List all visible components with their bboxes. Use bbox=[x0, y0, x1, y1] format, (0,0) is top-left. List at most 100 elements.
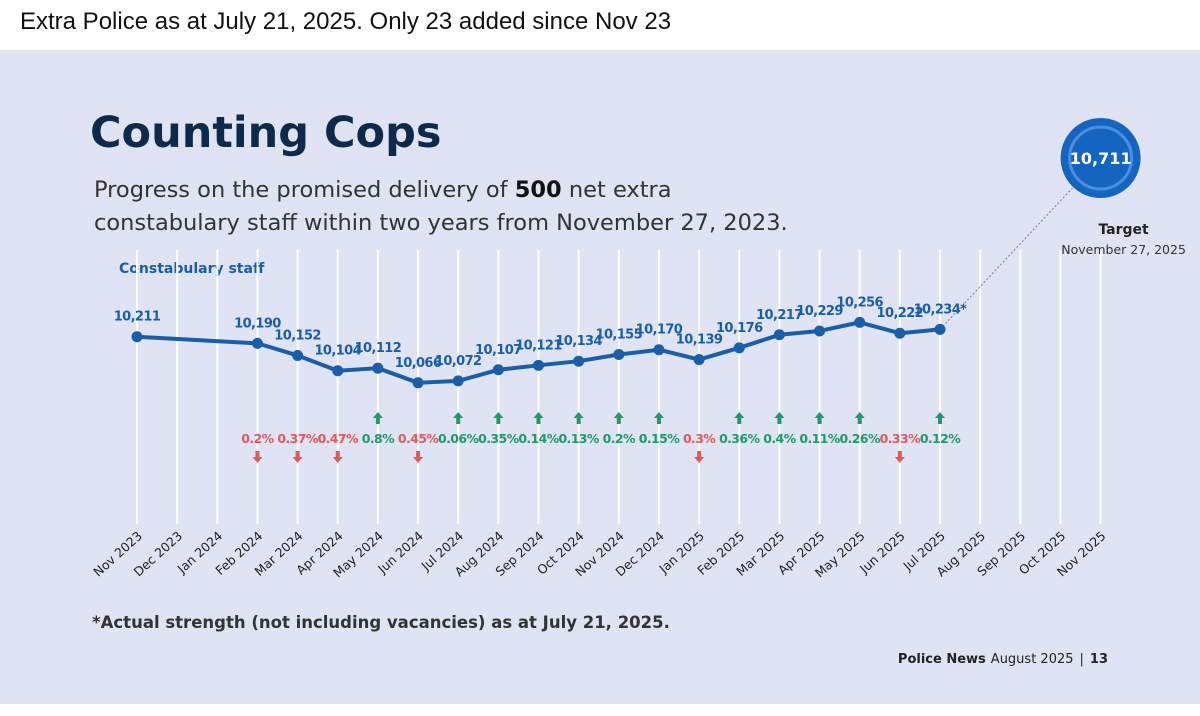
up-arrow-icon bbox=[774, 412, 785, 424]
arrow-head bbox=[573, 412, 584, 418]
footnote: *Actual strength (not including vacancie… bbox=[92, 613, 670, 632]
up-arrow-icon bbox=[453, 412, 464, 424]
change-label: 0.8% bbox=[362, 431, 395, 446]
arrow-shaft bbox=[616, 418, 621, 424]
target-date: November 27, 2025 bbox=[1061, 242, 1186, 257]
data-point bbox=[814, 325, 826, 337]
data-label: 10,211 bbox=[114, 310, 161, 325]
data-label: 10,066 bbox=[395, 356, 442, 371]
up-arrow-icon bbox=[935, 412, 945, 424]
arrow-shaft bbox=[416, 451, 421, 457]
arrow-shaft bbox=[697, 451, 702, 457]
change-label: 0.45% bbox=[398, 431, 439, 446]
change-label: 0.11% bbox=[799, 431, 840, 446]
up-arrow-icon bbox=[653, 412, 664, 424]
arrow-head bbox=[935, 412, 945, 418]
down-arrow-icon bbox=[332, 451, 343, 463]
data-label: 10,072 bbox=[435, 354, 482, 369]
data-label: 10,107 bbox=[475, 343, 522, 358]
data-point bbox=[773, 329, 785, 341]
arrow-shaft bbox=[737, 418, 742, 424]
data-label: 10,229 bbox=[796, 304, 843, 319]
arrow-shaft bbox=[335, 451, 340, 457]
data-point bbox=[854, 316, 866, 328]
up-arrow-icon bbox=[493, 412, 504, 424]
change-label: 0.2% bbox=[241, 431, 274, 446]
data-point bbox=[693, 354, 705, 366]
arrow-head bbox=[734, 412, 745, 418]
divider bbox=[0, 50, 1200, 52]
chart-title: Counting Cops bbox=[90, 108, 441, 158]
arrow-shaft bbox=[456, 418, 461, 424]
data-label: 10,234* bbox=[914, 302, 968, 317]
data-label: 10,155 bbox=[596, 328, 643, 343]
arrow-shaft bbox=[375, 418, 380, 424]
arrow-head bbox=[252, 457, 263, 463]
up-arrow-icon bbox=[814, 412, 825, 424]
change-label: 0.15% bbox=[639, 431, 680, 446]
arrow-head bbox=[814, 412, 825, 418]
data-label: 10,112 bbox=[355, 341, 402, 356]
data-point bbox=[332, 365, 344, 377]
change-label: 0.14% bbox=[518, 431, 559, 446]
data-label: 10,176 bbox=[716, 321, 763, 336]
line-chart: Counting Cops Progress on the promised d… bbox=[90, 108, 1186, 667]
data-label: 10,217 bbox=[756, 308, 803, 323]
chart-subtitle-line-1: Progress on the promised delivery of 500… bbox=[94, 177, 672, 203]
arrow-head bbox=[372, 412, 383, 418]
arrow-head bbox=[533, 412, 544, 418]
arrow-head bbox=[894, 457, 905, 463]
arrow-head bbox=[854, 412, 865, 418]
data-point bbox=[492, 364, 504, 376]
series-line: 10,211 10,19010,15210,10410,11210,06610,0… bbox=[114, 295, 968, 389]
data-point bbox=[613, 349, 625, 361]
arrow-head bbox=[332, 457, 343, 463]
target-connector bbox=[939, 157, 1101, 330]
arrow-shaft bbox=[777, 418, 782, 424]
data-point bbox=[131, 331, 143, 343]
data-label: 10,152 bbox=[274, 328, 321, 343]
credit-line: Police News August 2025 | 13 bbox=[898, 652, 1108, 667]
data-label: 10,222 bbox=[877, 306, 924, 321]
change-label: 0.36% bbox=[719, 431, 760, 446]
arrow-shaft bbox=[536, 418, 541, 424]
up-arrow-icon bbox=[854, 412, 865, 424]
data-label: 10,256 bbox=[836, 295, 883, 310]
arrow-shaft bbox=[938, 418, 942, 424]
arrow-shaft bbox=[656, 418, 661, 424]
target-circle-ring bbox=[1068, 125, 1134, 191]
post-caption: Extra Police as at July 21, 2025. Only 2… bbox=[20, 8, 672, 35]
arrow-shaft bbox=[255, 451, 260, 457]
data-point bbox=[251, 337, 263, 349]
data-label: 10,170 bbox=[636, 323, 683, 338]
change-label: 0.37% bbox=[277, 431, 318, 446]
up-arrow-icon bbox=[734, 412, 745, 424]
change-label: 0.47% bbox=[318, 431, 359, 446]
y-axis-label: Constabulary staff bbox=[119, 261, 265, 277]
target-title: Target bbox=[1098, 222, 1149, 238]
arrow-shaft bbox=[496, 418, 501, 424]
data-label: 10,104 bbox=[314, 344, 361, 359]
target-circle-outer bbox=[1060, 118, 1141, 198]
down-arrow-icon bbox=[894, 451, 905, 463]
down-arrow-icon bbox=[292, 451, 303, 463]
change-label: 0.26% bbox=[840, 431, 881, 446]
arrow-head bbox=[453, 412, 464, 418]
change-label: 0.3% bbox=[683, 431, 716, 446]
up-arrow-icon bbox=[613, 412, 624, 424]
data-point bbox=[894, 327, 906, 339]
down-arrow-icon bbox=[413, 451, 424, 463]
down-arrow-icon bbox=[694, 451, 705, 463]
data-label: 10,134 bbox=[555, 334, 602, 349]
data-point bbox=[934, 323, 946, 335]
change-label: 0.2% bbox=[603, 431, 636, 446]
down-arrow-icon bbox=[252, 451, 263, 463]
data-point bbox=[452, 375, 464, 387]
change-label: 0.35% bbox=[478, 431, 519, 446]
change-label: 0.12% bbox=[920, 431, 961, 446]
arrow-shaft bbox=[817, 418, 822, 424]
change-label: 0.13% bbox=[558, 431, 599, 446]
change-label: 0.33% bbox=[880, 431, 921, 446]
arrow-head bbox=[413, 457, 424, 463]
data-point bbox=[412, 377, 424, 389]
